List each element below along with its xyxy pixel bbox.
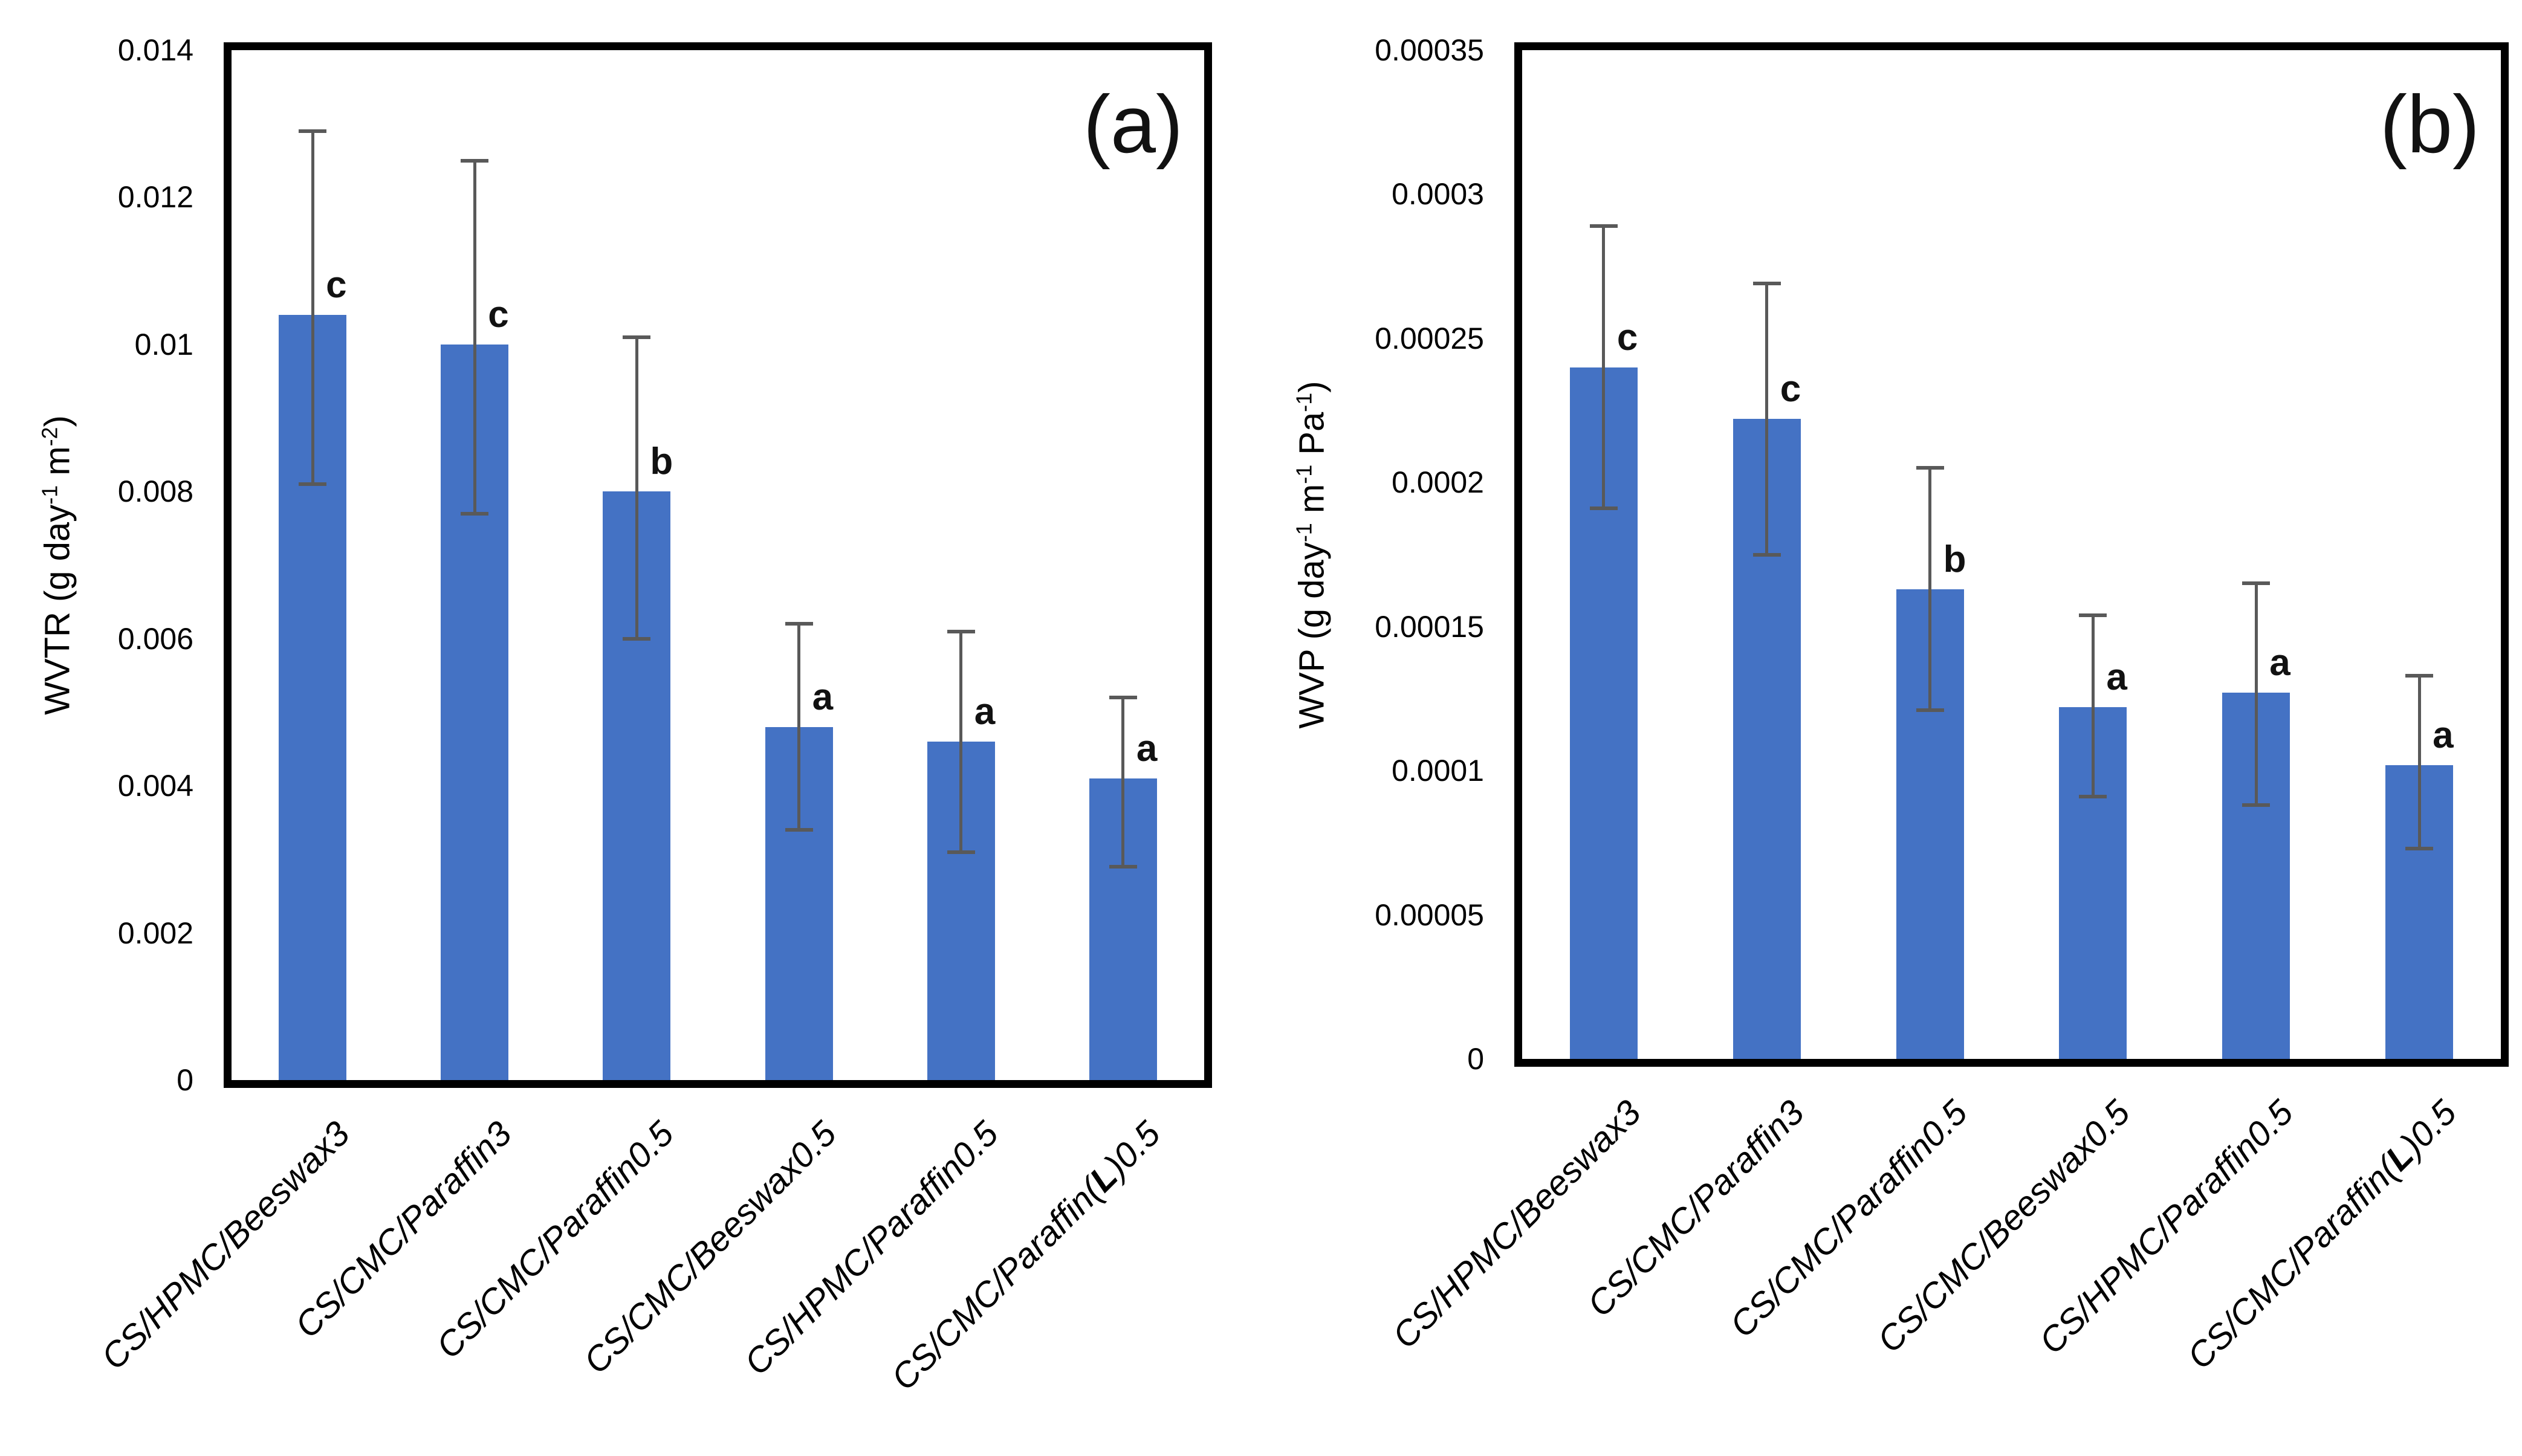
error-bar-line	[473, 160, 476, 514]
y-tick-label: 0.00015	[1375, 609, 1484, 644]
superscript: -1	[1291, 392, 1317, 412]
error-bar-cap-bottom	[2242, 803, 2271, 807]
error-bar-cap-bottom	[2405, 846, 2434, 850]
x-category-label: CS/CMC/Paraffin(L)0.5	[884, 1114, 1168, 1398]
y-tick-label: 0.0001	[1392, 754, 1484, 788]
error-bar-cap-top	[1916, 466, 1944, 470]
y-axis-title: WVP (g day-1 m-1 Pa-1)	[1291, 381, 1332, 728]
y-tick-label: 0.0002	[1392, 465, 1484, 500]
significance-letter: b	[650, 441, 673, 483]
error-bar-line	[2254, 583, 2258, 806]
panel-tag: (a)	[1083, 79, 1183, 170]
plot-area: (b) c c b a a a	[1514, 42, 2509, 1067]
error-bar-cap-bottom	[299, 482, 327, 487]
text-segment: )	[1292, 380, 1332, 393]
y-tick-label: 0.014	[117, 33, 193, 67]
y-tick-label: 0.004	[117, 769, 193, 803]
error-bar-line	[1765, 283, 1769, 555]
error-bar-cap-top	[1752, 282, 1781, 286]
y-axis-title: WVTR (g day-1 m-2)	[37, 415, 77, 715]
y-tick-label: 0.00035	[1375, 33, 1484, 67]
significance-letter: a	[2433, 714, 2454, 756]
significance-letter: c	[488, 293, 509, 335]
error-bar-cap-top	[461, 158, 489, 163]
error-bar-line	[311, 131, 314, 485]
error-bar-cap-top	[1589, 224, 1618, 228]
significance-letter: a	[1136, 727, 1158, 769]
y-tick-label: 0.00025	[1375, 321, 1484, 355]
error-bar-cap-bottom	[1589, 506, 1618, 511]
error-bar-line	[1121, 697, 1125, 867]
error-bar-cap-top	[2405, 673, 2434, 678]
significance-letter: a	[2106, 656, 2127, 699]
error-bar-line	[635, 337, 638, 639]
error-bar-cap-top	[623, 335, 651, 339]
error-bar-cap-bottom	[2079, 795, 2107, 799]
error-bar-cap-bottom	[461, 511, 489, 516]
error-bar-cap-top	[299, 129, 327, 133]
significance-letter: c	[326, 264, 347, 306]
error-bar-cap-bottom	[1752, 552, 1781, 557]
error-bar-cap-bottom	[1109, 865, 1137, 869]
y-tick-label: 0.00005	[1375, 898, 1484, 932]
error-bar-cap-top	[1109, 696, 1137, 700]
significance-letter: c	[1616, 316, 1638, 358]
y-tick-label: 0.012	[117, 180, 193, 215]
error-bar-cap-bottom	[623, 636, 651, 641]
panel-tag: (b)	[2380, 79, 2480, 170]
plot-area: (a) c c b a a a	[224, 42, 1212, 1088]
y-tick-label: 0	[177, 1063, 193, 1097]
y-tick-label: 0.0003	[1392, 177, 1484, 212]
error-bar-line	[2091, 615, 2095, 797]
error-bar-cap-top	[785, 622, 813, 626]
significance-letter: b	[1943, 538, 1966, 580]
significance-letter: a	[974, 691, 996, 733]
x-category-label: CS/CMC/Paraffin(L)0.5	[2180, 1093, 2464, 1377]
error-bar-cap-bottom	[947, 850, 975, 854]
y-tick-label: 0.01	[134, 327, 193, 361]
significance-letter: a	[812, 676, 834, 718]
error-bar-cap-top	[947, 629, 975, 633]
error-bar-line	[2417, 675, 2421, 849]
y-tick-label: 0.002	[117, 916, 193, 950]
error-bar-line	[959, 631, 963, 852]
text-segment: Pa	[1292, 412, 1332, 465]
significance-letter: a	[2269, 642, 2290, 684]
error-bar-line	[1602, 225, 1606, 509]
text-segment: )	[37, 415, 77, 427]
error-bar-cap-top	[2242, 581, 2271, 586]
superscript: -1	[1291, 522, 1317, 542]
text-segment: WVTR (g day	[37, 504, 77, 715]
significance-letter: c	[1780, 368, 1801, 410]
error-bar-cap-bottom	[1916, 708, 1944, 713]
y-tick-label: 0.006	[117, 621, 193, 656]
y-tick-label: 0	[1467, 1042, 1484, 1076]
superscript: -2	[37, 427, 62, 447]
error-bar-line	[1928, 468, 1932, 711]
error-bar-cap-bottom	[785, 828, 813, 832]
error-bar-line	[797, 624, 801, 830]
y-tick-label: 0.008	[117, 474, 193, 509]
error-bar-cap-top	[2079, 613, 2107, 617]
